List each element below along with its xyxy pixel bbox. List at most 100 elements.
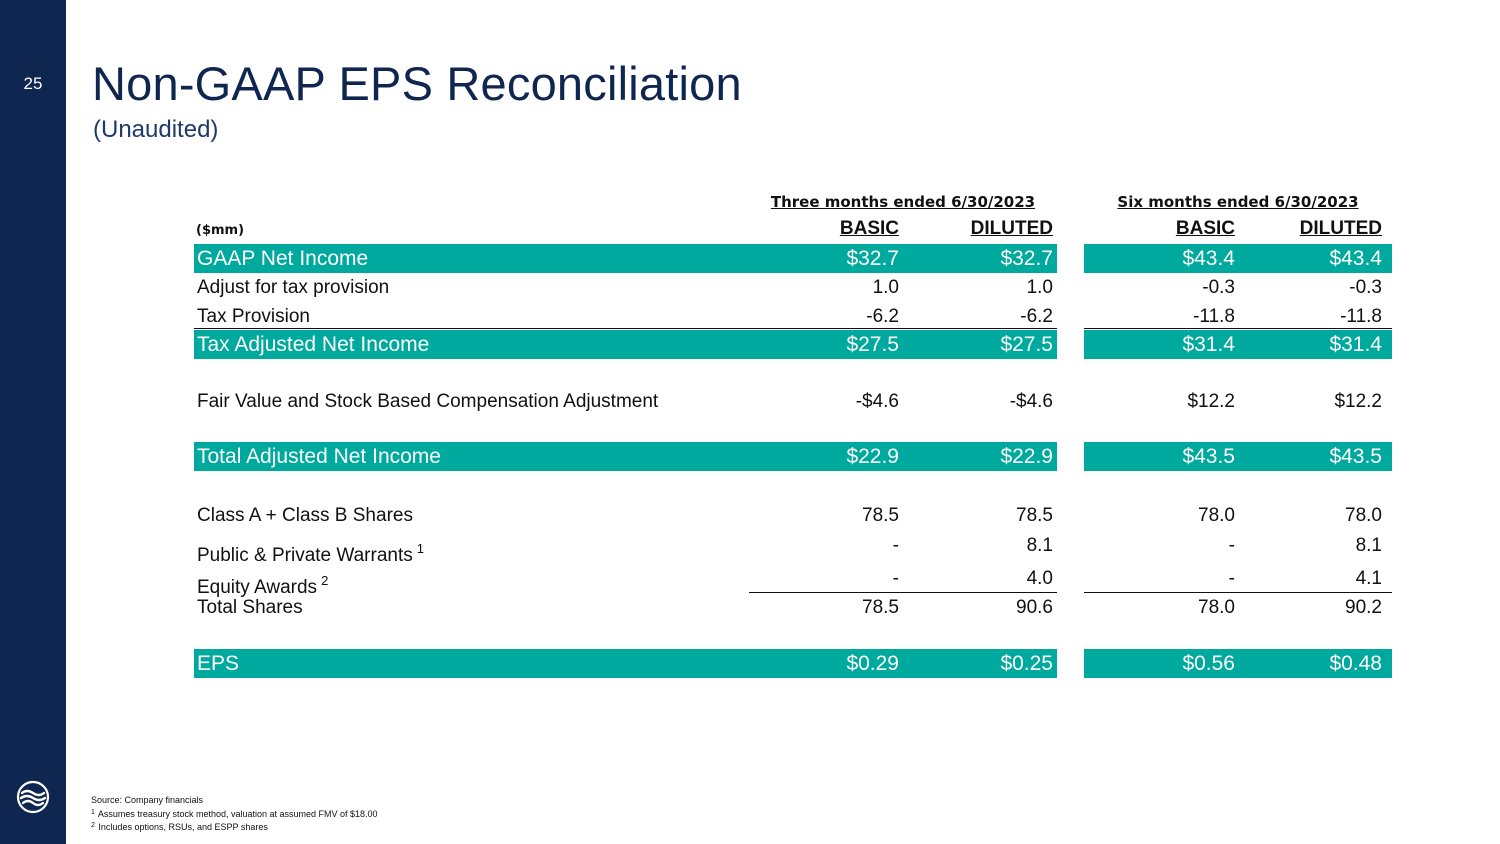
cell-basic-three: $32.7 bbox=[846, 247, 899, 270]
cell-basic-three: $27.5 bbox=[846, 333, 899, 356]
cell-basic-three: $22.9 bbox=[846, 445, 899, 468]
row-label: Adjust for tax provision bbox=[197, 277, 390, 298]
cell-diluted-six: $43.4 bbox=[1329, 247, 1382, 270]
cell-basic-three: 1.0 bbox=[872, 277, 899, 298]
cell-diluted-three: $0.25 bbox=[1000, 652, 1053, 675]
row-label-text: Equity Awards bbox=[197, 577, 318, 598]
cell-diluted-six: 90.2 bbox=[1345, 597, 1382, 618]
circular-waves-logo-icon bbox=[16, 780, 50, 814]
cell-diluted-three: 90.6 bbox=[1016, 597, 1053, 618]
footnotes: Source: Company financials 1 Assumes tre… bbox=[91, 795, 378, 834]
cell-diluted-six: $12.2 bbox=[1334, 391, 1382, 412]
cell-basic-three: -$4.6 bbox=[855, 391, 899, 412]
footnote-2-text: Includes options, RSUs, and ESPP shares bbox=[98, 822, 268, 832]
cell-diluted-three: $22.9 bbox=[1000, 445, 1053, 468]
cell-diluted-three: -$4.6 bbox=[1009, 391, 1053, 412]
cell-diluted-three: 4.0 bbox=[1026, 568, 1053, 589]
cell-diluted-three: 1.0 bbox=[1026, 277, 1053, 298]
row-label: Public & Private Warrants 1 bbox=[197, 535, 424, 570]
cell-diluted-six: -0.3 bbox=[1349, 277, 1382, 298]
table-row-adjust-tax-provision: Adjust for tax provision 1.0 1.0 -0.3 -0… bbox=[0, 274, 1500, 302]
cell-basic-three: 78.5 bbox=[862, 505, 899, 526]
col-header-diluted-six: DILUTED bbox=[1299, 218, 1382, 239]
group-header-three-months: Three months ended 6/30/2023 bbox=[770, 193, 1036, 211]
highlight-bar bbox=[194, 244, 1057, 273]
highlight-bar bbox=[194, 442, 1057, 471]
total-underline bbox=[749, 592, 1057, 593]
cell-basic-three: $0.29 bbox=[846, 652, 899, 675]
footnote-source: Source: Company financials bbox=[91, 795, 204, 805]
row-label-text: Public & Private Warrants bbox=[197, 545, 413, 566]
page-subtitle: (Unaudited) bbox=[93, 116, 219, 143]
row-label: Fair Value and Stock Based Compensation … bbox=[197, 391, 659, 412]
footnote-2: 2 Includes options, RSUs, and ESPP share… bbox=[91, 820, 378, 834]
footnote-marker: 1 bbox=[416, 541, 424, 556]
cell-diluted-three: -6.2 bbox=[1020, 306, 1053, 327]
cell-diluted-six: -11.8 bbox=[1340, 306, 1382, 327]
table-row-tax-provision: Tax Provision -6.2 -6.2 -11.8 -11.8 bbox=[0, 303, 1500, 331]
cell-basic-six: $43.5 bbox=[1182, 445, 1235, 468]
row-label: Total Adjusted Net Income bbox=[197, 445, 441, 468]
cell-basic-six: $12.2 bbox=[1187, 391, 1235, 412]
sidebar: 25 bbox=[0, 0, 66, 844]
row-label: Tax Provision bbox=[197, 306, 310, 327]
highlight-bar bbox=[1084, 330, 1392, 359]
cell-basic-three: - bbox=[892, 568, 899, 589]
cell-diluted-six: $31.4 bbox=[1329, 333, 1382, 356]
cell-basic-six: -0.3 bbox=[1202, 277, 1235, 298]
cell-diluted-three: $27.5 bbox=[1000, 333, 1053, 356]
group-header-six-months: Six months ended 6/30/2023 bbox=[1117, 193, 1359, 211]
row-label: Total Shares bbox=[197, 597, 303, 618]
row-divider bbox=[1084, 328, 1392, 329]
highlight-bar bbox=[194, 649, 1057, 678]
table-row-gaap-net-income: GAAP Net Income $32.7 $32.7 $43.4 $43.4 bbox=[0, 245, 1500, 273]
cell-basic-six: $31.4 bbox=[1182, 333, 1235, 356]
page-title: Non-GAAP EPS Reconciliation bbox=[92, 57, 742, 110]
footnote-1-text: Assumes treasury stock method, valuation… bbox=[97, 808, 378, 819]
col-header-basic-three: BASIC bbox=[839, 218, 899, 239]
cell-basic-three: - bbox=[892, 535, 899, 556]
cell-diluted-three: $32.7 bbox=[1000, 247, 1053, 270]
table-row-fair-value-adjustment: Fair Value and Stock Based Compensation … bbox=[0, 388, 1500, 416]
footnote-1: 1 Assumes treasury stock method, valuati… bbox=[91, 807, 378, 821]
cell-diluted-six: $43.5 bbox=[1329, 445, 1382, 468]
row-divider bbox=[194, 328, 1057, 329]
cell-basic-six: $0.56 bbox=[1182, 652, 1235, 675]
row-label: GAAP Net Income bbox=[197, 247, 369, 270]
table-row-eps: EPS $0.29 $0.25 $0.56 $0.48 bbox=[0, 650, 1500, 678]
table-row-warrants: Public & Private Warrants 1 - 8.1 - 8.1 bbox=[0, 532, 1500, 566]
row-label: EPS bbox=[197, 652, 240, 675]
cell-basic-six: -11.8 bbox=[1193, 306, 1235, 327]
units-label: ($mm) bbox=[196, 223, 245, 238]
highlight-bar bbox=[1084, 244, 1392, 273]
highlight-bar bbox=[1084, 649, 1392, 678]
table-row-tax-adjusted-net-income: Tax Adjusted Net Income $27.5 $27.5 $31.… bbox=[0, 331, 1500, 359]
col-header-diluted-three: DILUTED bbox=[970, 218, 1053, 239]
cell-diluted-six: 4.1 bbox=[1355, 568, 1382, 589]
cell-diluted-six: 8.1 bbox=[1355, 535, 1382, 556]
cell-diluted-three: 78.5 bbox=[1016, 505, 1053, 526]
table-row-total-shares: Total Shares 78.5 90.6 78.0 90.2 bbox=[0, 594, 1500, 622]
row-label: Tax Adjusted Net Income bbox=[197, 333, 430, 356]
cell-basic-three: -6.2 bbox=[866, 306, 899, 327]
highlight-bar bbox=[1084, 442, 1392, 471]
cell-basic-six: - bbox=[1228, 568, 1235, 589]
cell-basic-six: $43.4 bbox=[1182, 247, 1235, 270]
cell-diluted-six: 78.0 bbox=[1345, 505, 1382, 526]
footnote-1-marker: 1 bbox=[91, 808, 95, 816]
row-label: Class A + Class B Shares bbox=[197, 505, 413, 526]
page-number: 25 bbox=[23, 74, 43, 93]
cell-basic-six: - bbox=[1228, 535, 1235, 556]
total-underline bbox=[1084, 592, 1392, 593]
table-row-class-shares: Class A + Class B Shares 78.5 78.5 78.0 … bbox=[0, 502, 1500, 530]
cell-basic-six: 78.0 bbox=[1198, 505, 1235, 526]
cell-diluted-three: 8.1 bbox=[1026, 535, 1053, 556]
footnote-2-marker: 2 bbox=[91, 822, 95, 829]
cell-basic-three: 78.5 bbox=[862, 597, 899, 618]
col-header-basic-six: BASIC bbox=[1175, 218, 1235, 239]
cell-diluted-six: $0.48 bbox=[1329, 652, 1382, 675]
cell-basic-six: 78.0 bbox=[1198, 597, 1235, 618]
row-label: Equity Awards 2 bbox=[197, 567, 328, 602]
table-row-equity-awards: Equity Awards 2 - 4.0 - 4.1 bbox=[0, 565, 1500, 598]
table-row-total-adjusted-net-income: Total Adjusted Net Income $22.9 $22.9 $4… bbox=[0, 443, 1500, 471]
